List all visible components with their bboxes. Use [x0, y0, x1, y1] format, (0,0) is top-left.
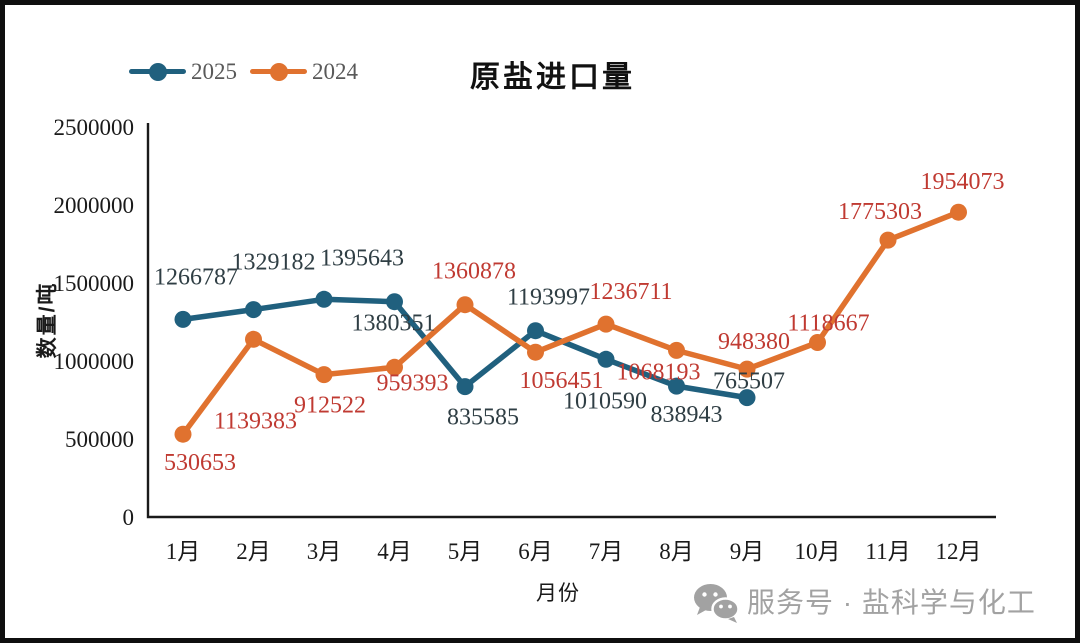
series-line-2024 — [180, 209, 962, 437]
x-tick-label: 10月 — [795, 539, 841, 564]
data-point-2024-9月 — [738, 360, 756, 378]
data-label-2024-5月: 1360878 — [432, 259, 516, 285]
x-tick-label: 11月 — [865, 539, 910, 564]
data-label-2024-8月: 1068193 — [617, 359, 701, 385]
watermark: 服务号 · 盐科学与化工 — [693, 583, 1036, 623]
data-label-2024-4月: 959393 — [377, 370, 449, 396]
x-tick-label: 3月 — [307, 539, 342, 564]
y-tick-label: 1000000 — [54, 349, 135, 374]
data-point-2025-3月 — [315, 290, 333, 308]
data-label-2024-11月: 1775303 — [838, 199, 922, 225]
data-label-2025-3月: 1395643 — [320, 245, 404, 271]
data-point-2024-1月 — [174, 425, 192, 443]
wechat-icon — [694, 584, 740, 623]
x-tick-label: 1月 — [166, 539, 201, 564]
data-label-2025-5月: 835585 — [447, 405, 519, 431]
watermark-text: 服务号 · 盐科学与化工 — [747, 587, 1036, 618]
data-label-2024-2月: 1139383 — [214, 408, 297, 434]
data-point-2024-10月 — [809, 334, 826, 351]
data-point-2025-5月 — [456, 378, 474, 396]
x-tick-label: 8月 — [659, 539, 694, 564]
legend-marker-2025 — [148, 62, 167, 81]
data-label-2024-3月: 912522 — [294, 393, 366, 419]
data-label-2025-6月: 1193997 — [507, 285, 590, 311]
axes — [146, 123, 996, 519]
data-point-2025-8月 — [668, 377, 685, 395]
data-label-2024-12月: 1954073 — [921, 169, 1005, 195]
x-tick-label: 7月 — [589, 539, 624, 564]
data-label-2024-9月: 948380 — [718, 329, 790, 355]
x-tick-label: 2月 — [236, 539, 271, 564]
data-label-2025-2月: 1329182 — [232, 250, 316, 276]
data-label-2024-1月: 530653 — [164, 450, 236, 476]
data-point-2024-4月 — [386, 358, 403, 376]
data-point-2025-7月 — [597, 350, 615, 368]
data-point-2025-4月 — [386, 293, 403, 311]
chart-title: 原盐进口量 — [470, 61, 635, 94]
data-point-2024-5月 — [456, 296, 474, 314]
y-tick-label: 0 — [123, 505, 135, 530]
data-label-2025-7月: 1010590 — [563, 388, 647, 414]
x-tick-label: 5月 — [448, 539, 483, 564]
legend-item-2025: 2025 — [129, 60, 237, 83]
data-point-2024-2月 — [245, 330, 262, 348]
data-label-2025-1月: 1266787 — [154, 264, 238, 290]
data-point-2024-3月 — [315, 366, 333, 384]
chart-legend: 2025 2024 — [129, 60, 358, 83]
data-label-2024-7月: 1236711 — [589, 279, 672, 305]
y-tick-label: 500000 — [65, 427, 134, 452]
data-label-2025-9月: 765507 — [713, 369, 785, 395]
data-point-2025-9月 — [738, 389, 756, 407]
data-point-2024-6月 — [527, 343, 544, 361]
x-tick-label: 12月 — [936, 539, 982, 564]
y-axis-title: 数量/吨 — [36, 281, 59, 359]
data-point-2025-6月 — [527, 322, 544, 340]
data-label-2025-4月: 1380351 — [352, 311, 436, 337]
data-point-2024-7月 — [597, 315, 615, 333]
legend-label-2024: 2024 — [312, 59, 358, 84]
data-point-2024-11月 — [879, 231, 897, 249]
y-tick-label: 2500000 — [54, 115, 135, 140]
legend-label-2025: 2025 — [191, 59, 237, 84]
x-tick-label: 6月 — [518, 539, 553, 564]
legend-item-2024: 2024 — [250, 60, 358, 83]
data-label-2024-6月: 1056451 — [520, 368, 604, 394]
x-axis-title: 月份 — [536, 582, 580, 605]
data-label-2024-10月: 1118667 — [787, 311, 869, 337]
x-tick-label: 4月 — [377, 539, 412, 564]
data-point-2025-1月 — [174, 310, 192, 328]
legend-swatch-2024 — [250, 62, 307, 82]
legend-marker-2024 — [269, 62, 288, 81]
data-point-2024-8月 — [668, 341, 685, 359]
x-tick-label: 9月 — [730, 539, 765, 564]
data-point-2025-2月 — [245, 301, 262, 319]
data-point-2024-12月 — [950, 203, 967, 221]
data-label-2025-8月: 838943 — [651, 402, 723, 428]
y-tick-label: 1500000 — [54, 271, 135, 296]
y-tick-label: 2000000 — [54, 193, 135, 218]
legend-swatch-2025 — [129, 62, 186, 82]
